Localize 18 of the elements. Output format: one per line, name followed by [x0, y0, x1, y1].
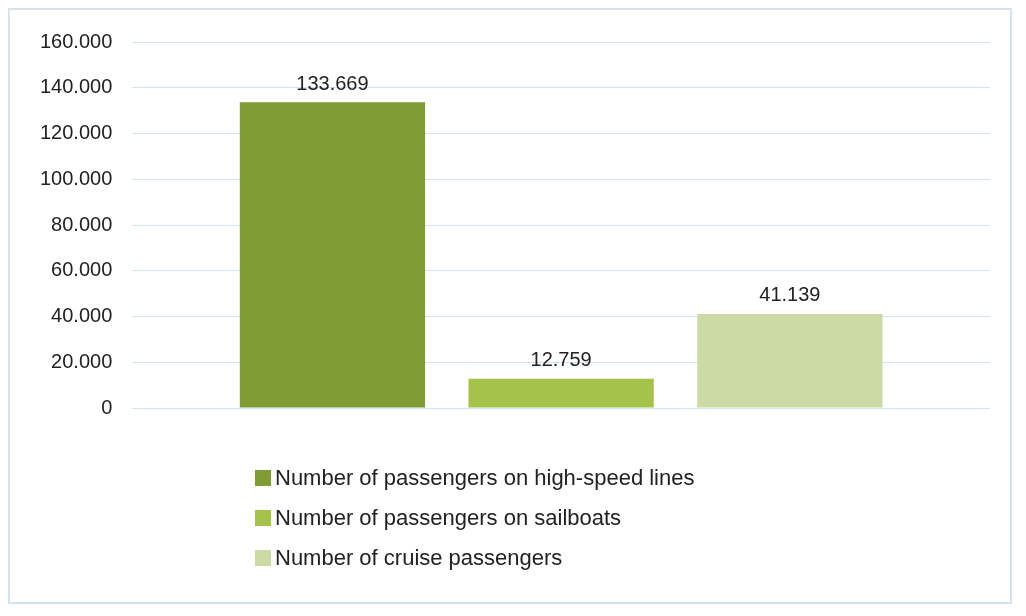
y-tick-label: 20.000	[51, 349, 113, 372]
y-tick-label: 60.000	[51, 258, 113, 281]
bar	[239, 102, 426, 408]
legend-label: Number of cruise passengers	[275, 545, 563, 571]
y-tick-label: 80.000	[51, 212, 113, 235]
data-label: 133.669	[296, 71, 369, 94]
legend-label: Number of passengers on high-speed lines	[275, 465, 695, 491]
y-tick-label: 100.000	[40, 166, 113, 189]
y-tick-label: 40.000	[51, 304, 113, 327]
y-tick-label: 160.000	[40, 29, 113, 52]
y-tick-label: 0	[101, 395, 113, 418]
bar	[697, 313, 883, 408]
bar	[468, 378, 654, 408]
data-label: 41.139	[759, 283, 821, 306]
data-label: 12.759	[530, 348, 592, 371]
y-tick-label: 120.000	[40, 121, 113, 144]
legend-label: Number of passengers on sailboats	[275, 505, 622, 531]
y-tick-label: 140.000	[40, 75, 113, 98]
